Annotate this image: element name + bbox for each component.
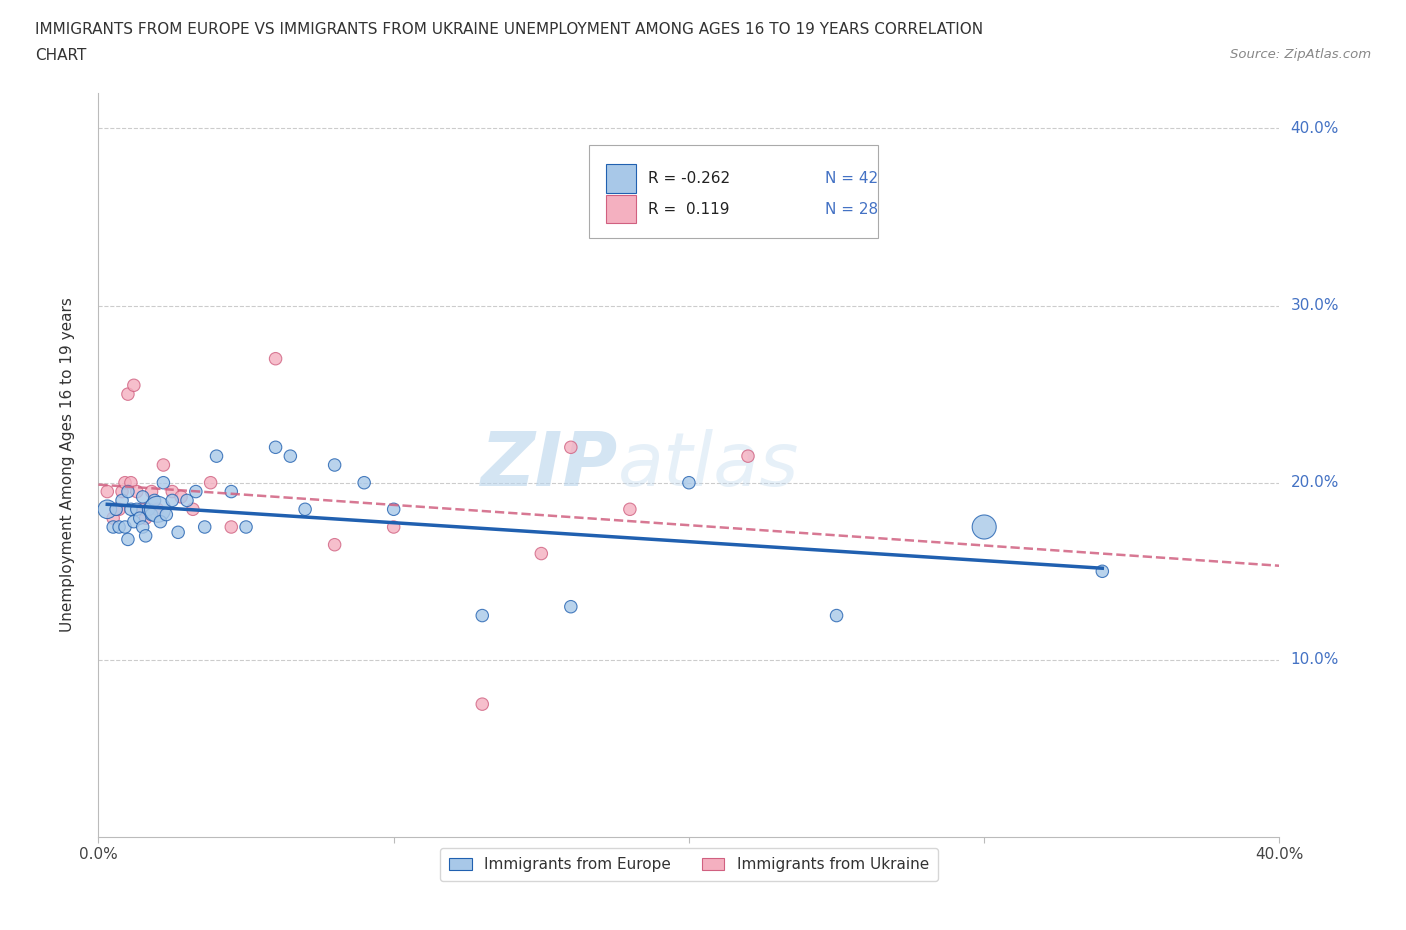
Point — [170, 489, 193, 504]
Text: N = 42: N = 42 — [825, 171, 877, 186]
Point — [103, 520, 125, 535]
Point — [96, 485, 118, 499]
Text: 30.0%: 30.0% — [1291, 299, 1339, 313]
Point — [353, 475, 375, 490]
Point — [117, 532, 139, 547]
Point — [132, 489, 155, 504]
Text: 20.0%: 20.0% — [1291, 475, 1339, 490]
Point — [143, 493, 166, 508]
Point — [471, 697, 494, 711]
Point — [678, 475, 700, 490]
Point — [117, 485, 139, 499]
Point — [155, 507, 177, 522]
Point — [128, 511, 150, 525]
Point — [141, 485, 163, 499]
Point — [205, 448, 228, 463]
Point — [138, 502, 160, 517]
Point — [117, 387, 139, 402]
Point — [152, 475, 174, 490]
Point — [125, 485, 148, 499]
Point — [125, 502, 148, 517]
Point — [619, 502, 641, 517]
Point — [132, 520, 155, 535]
Point — [162, 485, 183, 499]
Point — [973, 520, 995, 535]
Text: ZIP: ZIP — [481, 429, 619, 501]
Point — [132, 502, 155, 517]
Point — [221, 485, 243, 499]
Point — [108, 502, 131, 517]
Point — [114, 475, 136, 490]
Text: 10.0%: 10.0% — [1291, 652, 1339, 668]
Point — [1091, 564, 1114, 578]
Text: R = -0.262: R = -0.262 — [648, 171, 730, 186]
Text: N = 28: N = 28 — [825, 202, 877, 217]
Point — [111, 493, 134, 508]
Point — [167, 525, 190, 539]
Text: IMMIGRANTS FROM EUROPE VS IMMIGRANTS FROM UKRAINE UNEMPLOYMENT AMONG AGES 16 TO : IMMIGRANTS FROM EUROPE VS IMMIGRANTS FRO… — [35, 22, 983, 37]
Text: 40.0%: 40.0% — [1291, 121, 1339, 136]
Point — [221, 520, 243, 535]
Point — [105, 502, 128, 517]
Text: CHART: CHART — [35, 48, 87, 63]
Point — [108, 520, 131, 535]
Point — [323, 538, 346, 552]
Point — [181, 502, 204, 517]
Point — [111, 485, 134, 499]
Point — [120, 475, 142, 490]
FancyBboxPatch shape — [606, 165, 636, 193]
Point — [152, 458, 174, 472]
Point — [176, 493, 198, 508]
FancyBboxPatch shape — [589, 145, 877, 238]
Point — [122, 378, 145, 392]
Point — [122, 514, 145, 529]
Point — [141, 507, 163, 522]
Point — [382, 520, 405, 535]
Point — [280, 448, 302, 463]
Text: R =  0.119: R = 0.119 — [648, 202, 730, 217]
Point — [135, 511, 157, 525]
Point — [120, 502, 142, 517]
Y-axis label: Unemployment Among Ages 16 to 19 years: Unemployment Among Ages 16 to 19 years — [60, 298, 75, 632]
Legend: Immigrants from Europe, Immigrants from Ukraine: Immigrants from Europe, Immigrants from … — [440, 848, 938, 882]
Point — [471, 608, 494, 623]
Point — [184, 485, 207, 499]
Point — [103, 511, 125, 525]
Point — [737, 448, 759, 463]
Point — [146, 502, 169, 517]
Point — [135, 528, 157, 543]
Point — [194, 520, 217, 535]
Point — [294, 502, 316, 517]
Point — [162, 493, 183, 508]
Point — [530, 546, 553, 561]
Point — [560, 599, 582, 614]
Point — [105, 502, 128, 517]
Text: Source: ZipAtlas.com: Source: ZipAtlas.com — [1230, 48, 1371, 61]
Point — [149, 514, 172, 529]
Point — [264, 440, 287, 455]
Point — [114, 520, 136, 535]
Point — [235, 520, 257, 535]
Text: atlas: atlas — [619, 429, 800, 501]
Point — [146, 502, 169, 517]
Point — [264, 352, 287, 366]
Point — [323, 458, 346, 472]
Point — [96, 502, 118, 517]
Point — [200, 475, 222, 490]
FancyBboxPatch shape — [606, 195, 636, 223]
Point — [560, 440, 582, 455]
Point — [382, 502, 405, 517]
Point — [825, 608, 848, 623]
